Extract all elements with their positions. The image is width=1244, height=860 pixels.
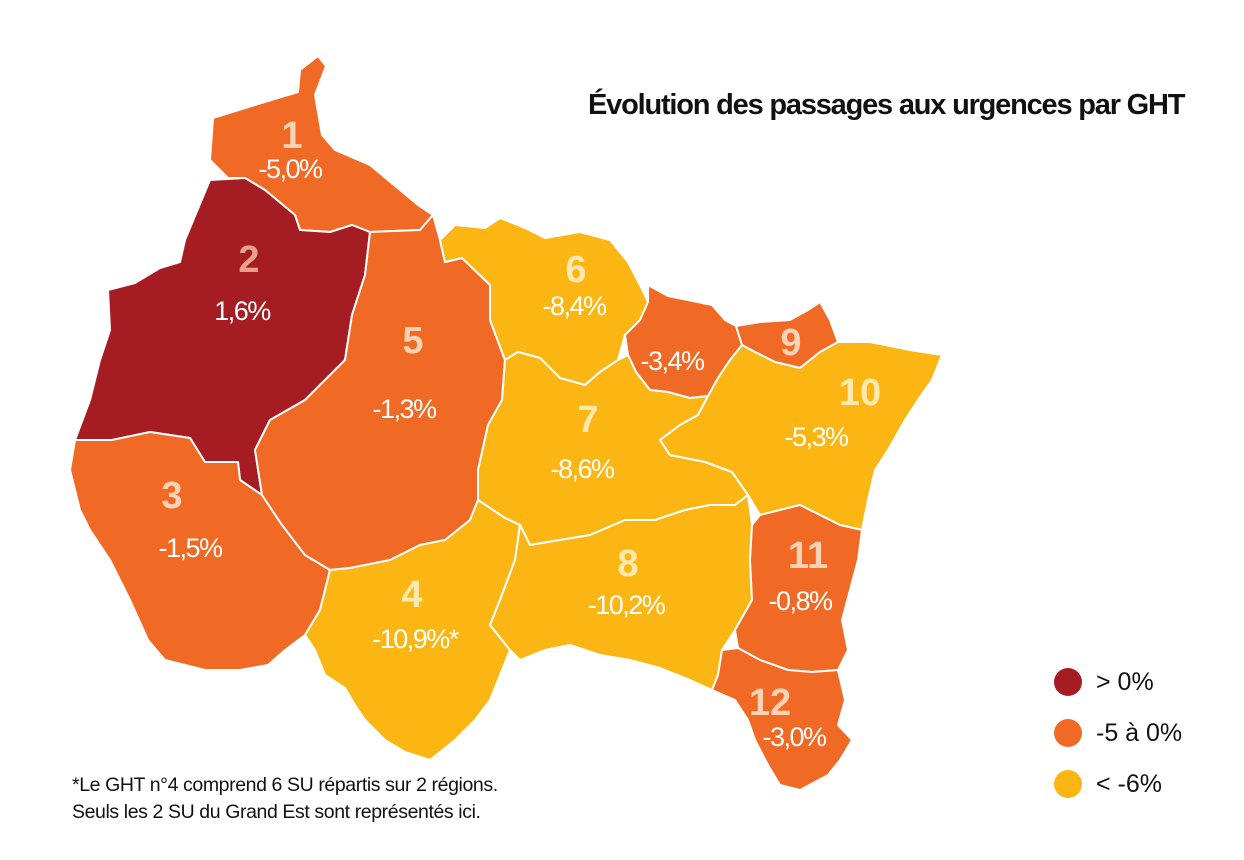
region-3-number: 3 bbox=[161, 475, 182, 517]
region-5-number: 5 bbox=[402, 320, 423, 362]
region-11-value: -0,8% bbox=[768, 586, 833, 616]
region-4-number: 4 bbox=[401, 574, 422, 616]
region-6-number: 6 bbox=[565, 249, 586, 291]
legend-item-mid: -5 à 0% bbox=[1054, 715, 1182, 751]
region-11[interactable] bbox=[734, 504, 863, 673]
region-10-value: -5,3% bbox=[784, 422, 849, 452]
region-2-number: 2 bbox=[238, 239, 259, 281]
region-9-value: -3,4% bbox=[640, 346, 705, 376]
region-12[interactable] bbox=[711, 647, 853, 791]
region-5-value: -1,3% bbox=[372, 394, 437, 424]
region-4-value: -10,9%* bbox=[372, 624, 460, 654]
legend-item-positive: > 0% bbox=[1054, 664, 1182, 700]
legend-label-low: < -6% bbox=[1096, 769, 1163, 798]
legend-swatch-mid bbox=[1054, 719, 1082, 747]
region-8-value: -10,2% bbox=[588, 590, 666, 620]
region-9-number: 9 bbox=[780, 322, 801, 364]
region-2-value: 1,6% bbox=[214, 296, 271, 326]
footnote-line-2: Seuls les 2 SU du Grand Est sont représe… bbox=[72, 801, 481, 823]
legend-swatch-low bbox=[1054, 770, 1082, 798]
legend-item-low: < -6% bbox=[1054, 766, 1182, 802]
region-6-value: -8,4% bbox=[542, 291, 607, 321]
region-11-number: 11 bbox=[788, 535, 828, 577]
region-7-value: -8,6% bbox=[550, 454, 615, 484]
legend-label-positive: > 0% bbox=[1096, 667, 1154, 696]
region-12-number: 12 bbox=[749, 682, 791, 724]
region-7-number: 7 bbox=[577, 399, 598, 441]
region-8-number: 8 bbox=[617, 543, 638, 585]
region-3-value: -1,5% bbox=[158, 533, 223, 563]
region-1-value: -5,0% bbox=[258, 154, 323, 184]
legend: > 0% -5 à 0% < -6% bbox=[1054, 664, 1182, 817]
legend-swatch-positive bbox=[1054, 668, 1082, 696]
footnote: *Le GHT n°4 comprend 6 SU répartis sur 2… bbox=[72, 772, 498, 826]
legend-label-mid: -5 à 0% bbox=[1096, 718, 1183, 747]
footnote-line-1: *Le GHT n°4 comprend 6 SU répartis sur 2… bbox=[72, 774, 498, 796]
region-10-number: 10 bbox=[839, 372, 881, 414]
region-4[interactable] bbox=[304, 499, 521, 761]
region-1-number: 1 bbox=[281, 115, 302, 157]
map-title: Évolution des passages aux urgences par … bbox=[588, 89, 1185, 121]
region-12-value: -3,0% bbox=[762, 722, 827, 752]
